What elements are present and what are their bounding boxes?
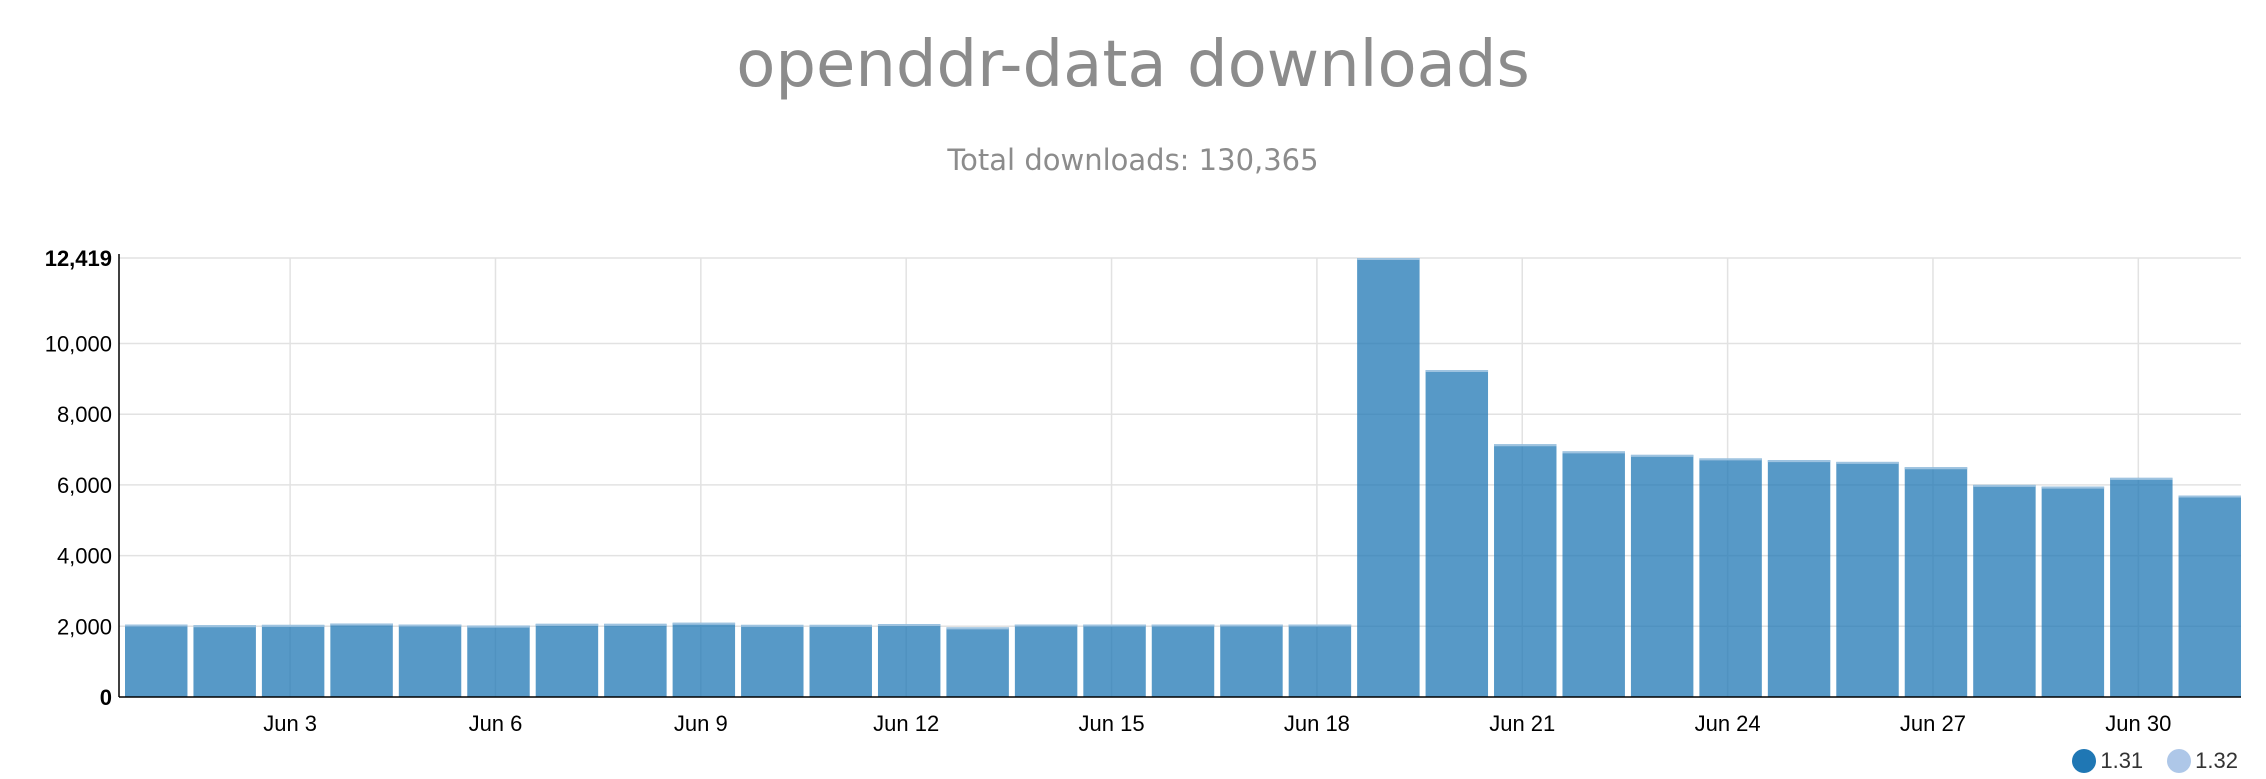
- bar[interactable]: [398, 624, 462, 697]
- bar[interactable]: [125, 624, 188, 697]
- bars-layer: [125, 258, 2241, 697]
- bar[interactable]: [1494, 444, 1557, 697]
- legend-item-series-2[interactable]: 1.32: [2167, 748, 2238, 774]
- bar[interactable]: [1767, 460, 1831, 697]
- bar[interactable]: [1836, 461, 1899, 697]
- x-tick-label: Jun 6: [469, 711, 523, 736]
- bar[interactable]: [1083, 624, 1146, 697]
- bar[interactable]: [2110, 477, 2173, 697]
- bar[interactable]: [672, 622, 736, 697]
- x-tick-label: Jun 12: [873, 711, 939, 736]
- bar[interactable]: [330, 623, 393, 697]
- bar[interactable]: [467, 625, 530, 697]
- bar[interactable]: [1151, 624, 1215, 697]
- bar[interactable]: [2178, 495, 2241, 697]
- x-tick-label: Jun 3: [263, 711, 317, 736]
- bar[interactable]: [1973, 484, 2036, 697]
- bar[interactable]: [946, 627, 1009, 697]
- y-tick-label: 8,000: [57, 402, 112, 427]
- bar[interactable]: [193, 625, 256, 697]
- chart-subtitle: Total downloads: 130,365: [947, 143, 1319, 177]
- bar[interactable]: [1288, 624, 1352, 697]
- y-tick-label: 2,000: [57, 614, 112, 639]
- labels-layer: 0 2,000 4,000 6,000 8,000 10,000 12,419 Jun 3 Ju…: [45, 246, 2172, 736]
- bar[interactable]: [1904, 467, 1968, 697]
- bar[interactable]: [1630, 454, 1694, 697]
- x-tick-label: Jun 30: [2105, 711, 2171, 736]
- legend-swatch-series-1: [2072, 749, 2097, 773]
- chart-title: openddr-data downloads: [736, 28, 1530, 102]
- bar[interactable]: [741, 624, 804, 697]
- bar[interactable]: [1014, 624, 1078, 697]
- legend-label-series-2: 1.32: [2195, 748, 2238, 773]
- legend-label-series-1: 1.31: [2100, 748, 2144, 773]
- bar[interactable]: [261, 624, 325, 697]
- x-tick-label: Jun 21: [1489, 711, 1555, 736]
- y-tick-label: 10,000: [45, 332, 112, 357]
- y-tick-label: 4,000: [57, 544, 112, 569]
- bar[interactable]: [1562, 451, 1625, 697]
- bar[interactable]: [1220, 624, 1283, 697]
- x-tick-label: Jun 27: [1900, 711, 1966, 736]
- legend-swatch-series-2: [2167, 749, 2192, 773]
- legend: 1.31 1.32: [2072, 748, 2238, 774]
- bar[interactable]: [877, 624, 941, 697]
- legend-item-series-1[interactable]: 1.31: [2072, 748, 2143, 774]
- bar[interactable]: [535, 623, 599, 697]
- x-tick-label: Jun 9: [674, 711, 728, 736]
- x-tick-label: Jun 15: [1079, 711, 1145, 736]
- y-tick-label: 6,000: [57, 473, 112, 498]
- x-tick-label: Jun 24: [1695, 711, 1761, 736]
- x-tick-label: Jun 18: [1284, 711, 1350, 736]
- bar[interactable]: [2041, 486, 2105, 697]
- y-tick-label: 0: [100, 685, 112, 710]
- bar[interactable]: [604, 623, 667, 697]
- y-tick-label: 12,419: [45, 246, 112, 271]
- axes-layer: [118, 254, 2241, 698]
- bar[interactable]: [1699, 458, 1762, 697]
- bar[interactable]: [809, 624, 872, 697]
- bar[interactable]: [1425, 370, 1489, 697]
- bar[interactable]: [1357, 258, 1420, 697]
